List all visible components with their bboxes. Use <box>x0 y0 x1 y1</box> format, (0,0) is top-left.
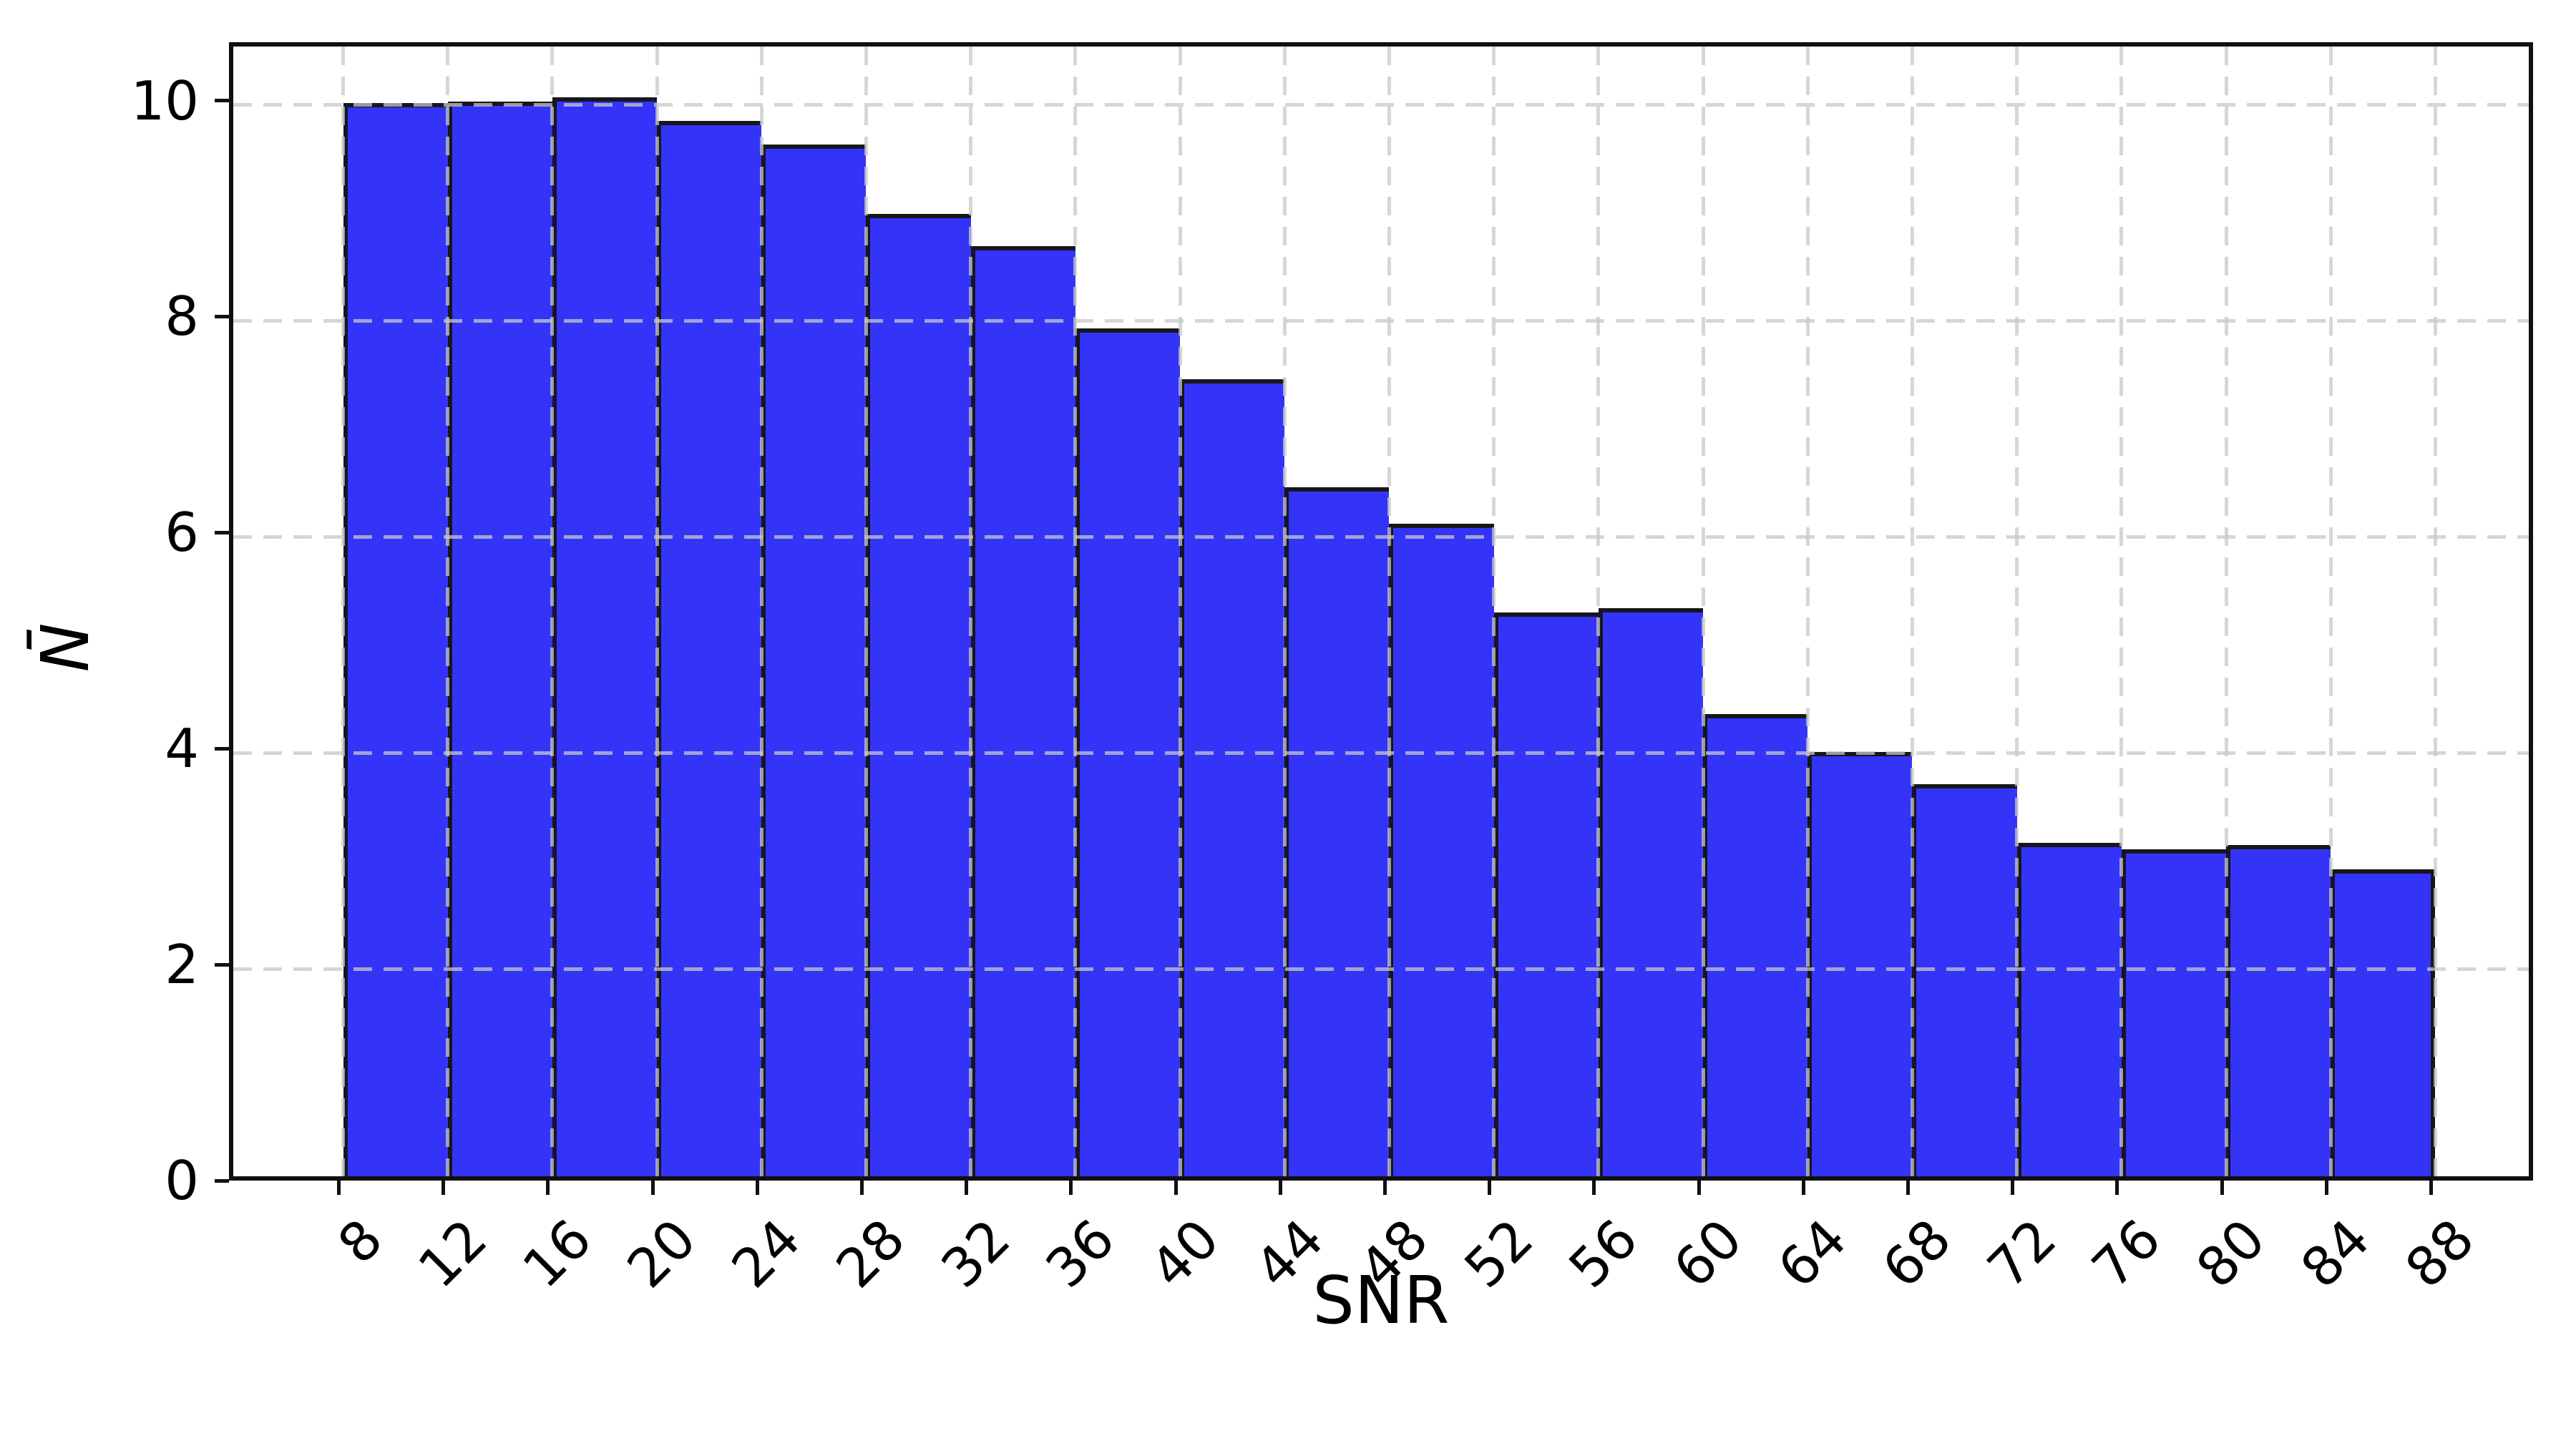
histogram-bar <box>2121 849 2227 1176</box>
gridline-vertical <box>2119 47 2124 1176</box>
x-tick <box>441 1181 446 1195</box>
gridline-vertical <box>2224 47 2228 1176</box>
x-tick <box>2220 1181 2224 1195</box>
y-tick <box>215 962 229 967</box>
x-tick <box>1801 1181 1805 1195</box>
plot-area <box>229 42 2533 1181</box>
histogram-bar <box>657 121 762 1176</box>
gridline-horizontal <box>233 103 2529 107</box>
histogram-bar <box>1703 713 1808 1176</box>
histogram-bar <box>1180 379 1285 1176</box>
y-tick-label: 8 <box>165 285 199 348</box>
x-tick <box>1382 1181 1387 1195</box>
x-tick <box>1488 1181 1492 1195</box>
gridline-horizontal <box>233 967 2529 971</box>
gridline-vertical <box>1701 47 1705 1176</box>
x-tick <box>965 1181 969 1195</box>
gridline-vertical <box>550 47 555 1176</box>
gridline-vertical <box>1596 47 1601 1176</box>
y-tick-label: 0 <box>165 1149 199 1212</box>
x-tick <box>2324 1181 2328 1195</box>
x-axis-label: SNR <box>1312 1262 1450 1339</box>
y-tick <box>215 314 229 318</box>
y-axis-label: N̄ <box>27 622 104 673</box>
gridline-vertical <box>446 47 450 1176</box>
x-tick-label: 8 <box>325 1207 394 1276</box>
histogram-bar <box>866 214 971 1176</box>
x-tick <box>755 1181 759 1195</box>
gridline-horizontal <box>233 534 2529 539</box>
x-tick <box>1069 1181 1073 1195</box>
gridline-vertical <box>1805 47 1810 1176</box>
histogram-bar <box>1284 487 1390 1176</box>
x-tick <box>546 1181 550 1195</box>
y-tick-label: 10 <box>130 69 199 132</box>
y-tick <box>215 746 229 751</box>
x-tick <box>1592 1181 1596 1195</box>
gridline-vertical <box>1282 47 1287 1176</box>
y-tick <box>215 99 229 102</box>
gridline-vertical <box>2328 47 2333 1176</box>
x-tick <box>1697 1181 1701 1195</box>
y-tick-label: 2 <box>165 933 199 997</box>
gridline-vertical <box>2433 47 2437 1176</box>
gridline-vertical <box>1073 47 1078 1176</box>
gridline-horizontal <box>233 318 2529 323</box>
y-tick <box>215 1178 229 1183</box>
gridline-vertical <box>864 47 868 1176</box>
x-tick <box>859 1181 864 1195</box>
x-tick <box>1278 1181 1282 1195</box>
histogram-bar <box>1389 524 1494 1176</box>
histogram-bar <box>1912 784 2017 1176</box>
y-tick-label: 4 <box>165 717 199 781</box>
histogram-bar <box>1807 751 1913 1176</box>
histogram-bar <box>761 145 867 1176</box>
gridline-vertical <box>2015 47 2019 1176</box>
x-tick <box>2429 1181 2433 1195</box>
histogram-bar <box>1493 612 1599 1176</box>
gridline-vertical <box>1910 47 1914 1176</box>
gridline-vertical <box>655 47 659 1176</box>
gridline-vertical <box>969 47 973 1176</box>
histogram-bar <box>447 102 552 1176</box>
histogram-bar <box>343 102 448 1176</box>
x-tick <box>2115 1181 2119 1195</box>
histogram-bar <box>1598 608 1704 1176</box>
gridline-vertical <box>1178 47 1182 1176</box>
histogram-bar <box>970 246 1075 1176</box>
x-tick <box>2011 1181 2015 1195</box>
histogram-bar <box>2226 844 2331 1176</box>
histogram-bar <box>552 97 658 1176</box>
gridline-vertical <box>1387 47 1391 1176</box>
gridline-vertical <box>1492 47 1496 1176</box>
y-tick <box>215 530 229 534</box>
gridline-vertical <box>759 47 763 1176</box>
x-tick <box>650 1181 655 1195</box>
x-tick <box>337 1181 341 1195</box>
x-tick <box>1174 1181 1178 1195</box>
histogram-bar <box>2331 869 2436 1176</box>
gridline-horizontal <box>233 751 2529 755</box>
histogram-bar <box>2016 842 2122 1176</box>
gridline-vertical <box>341 47 345 1176</box>
x-tick <box>1906 1181 1910 1195</box>
y-tick-label: 6 <box>165 501 199 565</box>
